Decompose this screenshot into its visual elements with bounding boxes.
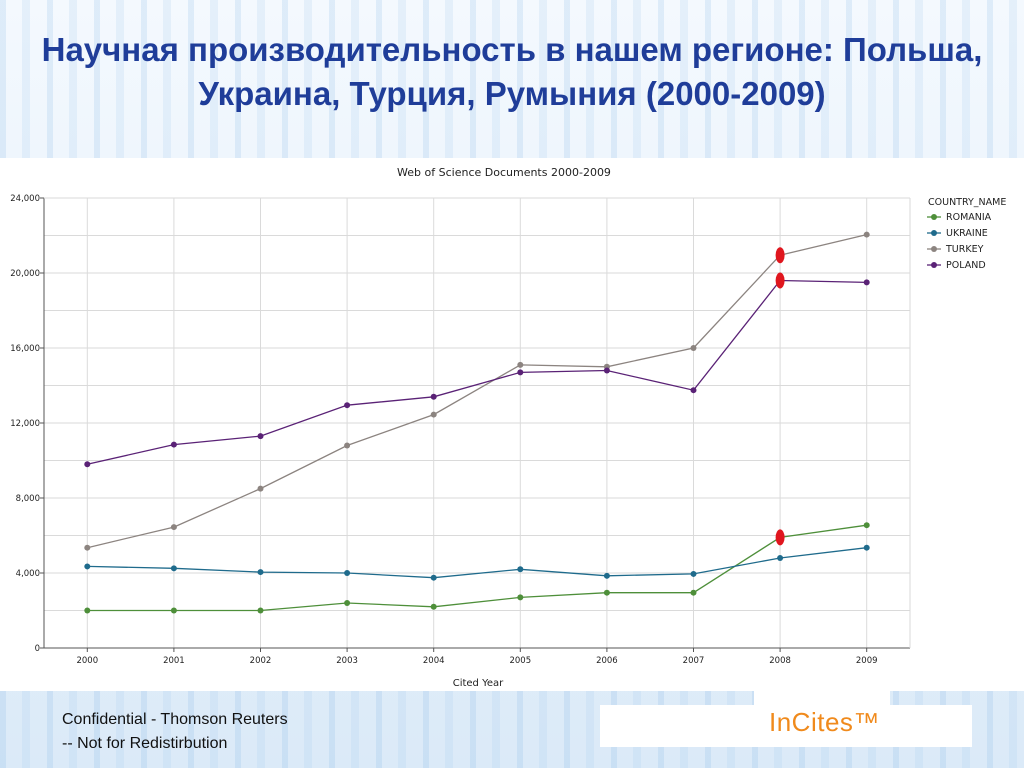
series-line-poland (87, 279, 867, 465)
chart-series (84, 231, 870, 614)
chart-legend: COUNTRY_NAME ROMANIA UKRAINE TURKEY POLAND (927, 197, 1006, 271)
data-point-ukraine (603, 572, 610, 579)
data-point-ukraine (257, 569, 264, 576)
data-point-ukraine (430, 574, 437, 581)
y-tick-label: 8,000 (16, 494, 40, 504)
y-tick-label: 12,000 (10, 419, 40, 429)
chart-title: Web of Science Documents 2000-2009 (397, 166, 611, 179)
data-point-turkey (257, 485, 264, 492)
data-point-ukraine (344, 570, 351, 576)
x-tick-label: 2001 (163, 656, 185, 666)
data-point-romania (863, 522, 870, 529)
legend-marker-ukraine (931, 230, 937, 236)
x-tick-label: 2003 (336, 656, 358, 666)
y-axis-ticks: 0 4,000 8,000 12,000 16,000 20,000 24,000 (10, 194, 44, 654)
x-tick-label: 2006 (596, 656, 618, 666)
y-tick-label: 4,000 (16, 569, 40, 579)
line-chart: Web of Science Documents 2000-2009 0 4,00… (10, 166, 1006, 689)
footer-note: Confidential - Thomson Reuters -- Not fo… (62, 711, 288, 752)
x-tick-label: 2009 (856, 656, 878, 666)
data-point-poland (603, 367, 610, 374)
data-point-romania (344, 600, 351, 606)
legend-label-ukraine: UKRAINE (946, 228, 988, 239)
x-axis-ticks: 2000 2001 2002 2003 2004 2005 2006 2007 2008 2009 (76, 648, 878, 666)
logo-box (600, 705, 972, 747)
legend-label-romania: ROMANIA (946, 212, 992, 223)
data-point-poland (257, 433, 264, 440)
data-point-romania (170, 607, 177, 614)
series-line-turkey (87, 233, 867, 549)
data-point-turkey (344, 442, 351, 449)
legend-title: COUNTRY_NAME (928, 197, 1006, 208)
x-tick-label: 2008 (769, 656, 791, 666)
legend-label-turkey: TURKEY (945, 244, 984, 255)
data-point-poland (517, 369, 524, 376)
chart-grid (44, 197, 910, 648)
y-tick-label: 16,000 (10, 344, 40, 354)
x-axis-label: Cited Year (453, 678, 504, 689)
legend-marker-poland (931, 262, 937, 268)
data-point-ukraine (863, 544, 870, 551)
incites-logo: InCites™ (769, 707, 880, 737)
data-point-ukraine (777, 555, 784, 561)
x-tick-label: 2000 (76, 656, 98, 666)
highlight-marker-poland (775, 272, 785, 289)
slide-title: Научная производительность в нашем регио… (41, 31, 983, 112)
legend-marker-romania (931, 214, 937, 220)
y-tick-label: 20,000 (10, 269, 40, 279)
data-point-turkey (84, 544, 91, 551)
chart-highlights (775, 247, 785, 546)
series-line-ukraine (87, 547, 867, 579)
data-point-romania (430, 603, 437, 610)
data-point-poland (84, 461, 91, 468)
x-tick-label: 2007 (683, 656, 705, 666)
data-point-ukraine (690, 570, 697, 577)
legend-marker-turkey (931, 246, 937, 252)
data-point-turkey (170, 524, 177, 531)
highlight-marker-romania (775, 529, 785, 546)
data-point-poland (344, 402, 351, 409)
data-point-romania (517, 594, 524, 601)
data-point-romania (257, 607, 264, 614)
data-point-romania (603, 589, 610, 596)
data-point-ukraine (517, 566, 524, 573)
y-tick-label: 0 (35, 644, 40, 654)
data-point-poland (690, 387, 697, 394)
chart-panel: Web of Science Documents 2000-2009 0 4,00… (0, 158, 1024, 691)
x-tick-label: 2004 (423, 656, 445, 666)
highlight-marker-turkey (775, 247, 785, 264)
data-point-turkey (517, 361, 524, 368)
data-point-ukraine (170, 565, 177, 572)
data-point-turkey (690, 345, 697, 351)
data-point-turkey (863, 231, 870, 238)
series-line-romania (87, 524, 867, 612)
data-point-ukraine (84, 563, 91, 570)
data-point-poland (170, 441, 177, 448)
x-tick-label: 2005 (509, 656, 531, 666)
data-point-turkey (430, 411, 437, 418)
data-point-poland (863, 279, 870, 286)
legend-label-poland: POLAND (946, 260, 986, 271)
x-tick-label: 2002 (250, 656, 272, 666)
data-point-poland (430, 393, 437, 400)
y-tick-label: 24,000 (10, 194, 40, 204)
data-point-romania (84, 607, 91, 614)
data-point-romania (690, 589, 697, 596)
